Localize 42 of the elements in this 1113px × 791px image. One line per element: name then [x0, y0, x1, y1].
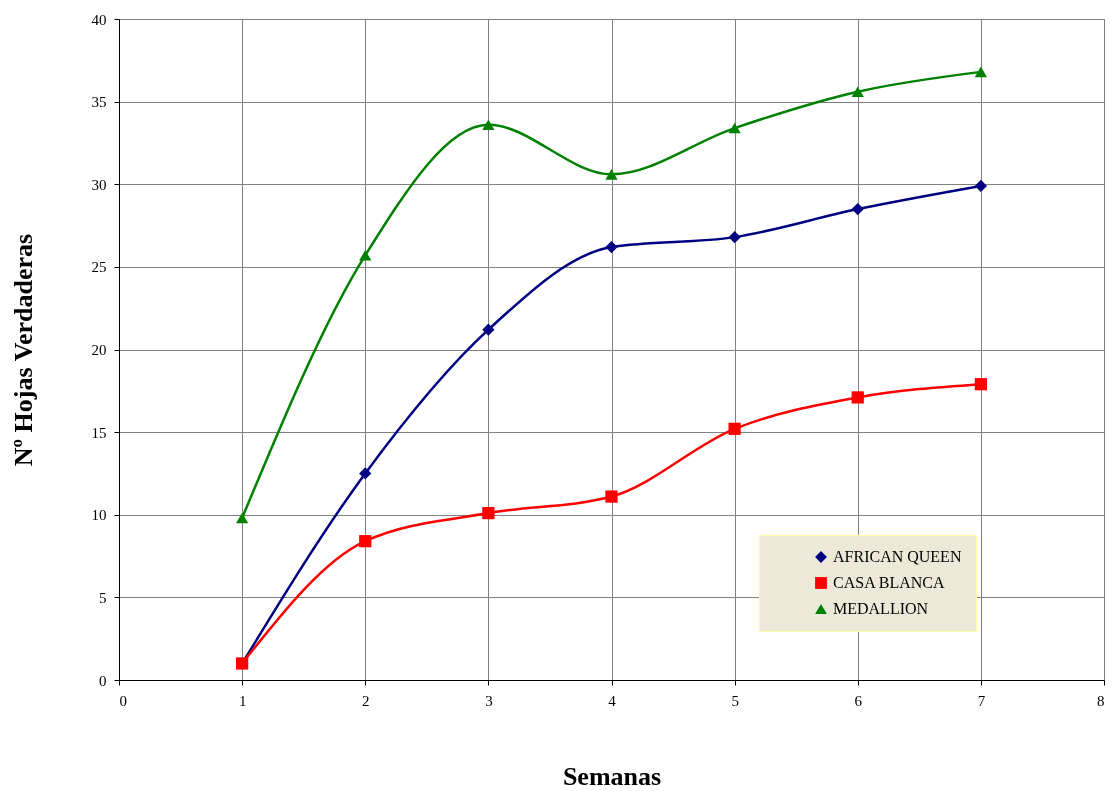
- y-tick-label: 10: [91, 507, 107, 524]
- y-tick-label: 15: [91, 424, 107, 441]
- legend-label: MEDALLION: [833, 600, 929, 617]
- point: [851, 391, 864, 404]
- point: [359, 250, 372, 261]
- x-tick-label: 5: [731, 692, 739, 709]
- y-tick-label: 0: [99, 672, 107, 689]
- y-tick-label: 30: [91, 176, 107, 193]
- point: [605, 169, 618, 180]
- x-tick-label: 3: [485, 692, 493, 709]
- y-tick-label: 40: [91, 11, 107, 28]
- point: [482, 323, 495, 336]
- x-axis-title: Semanas: [562, 761, 662, 791]
- point: [482, 119, 495, 131]
- point: [482, 506, 495, 520]
- y-axis-title: Nº Hojas Verdaderas: [8, 233, 38, 467]
- point: [974, 66, 987, 78]
- point: [359, 535, 372, 548]
- point: [974, 179, 987, 193]
- legend-label: AFRICAN QUEEN: [833, 548, 962, 565]
- point: [851, 202, 864, 216]
- point: [728, 422, 741, 435]
- point: [728, 231, 741, 244]
- y-tick-label: 20: [91, 342, 107, 358]
- point: [605, 490, 618, 503]
- point: [974, 378, 987, 391]
- y-tick-label: 35: [91, 94, 107, 111]
- y-tick-label: 25: [91, 259, 107, 276]
- y-tick-label: 5: [99, 589, 107, 606]
- point: [851, 86, 864, 98]
- point: [236, 512, 249, 524]
- legend-label: CASA BLANCA: [833, 574, 946, 591]
- x-tick-label: 6: [854, 692, 863, 709]
- x-tick-label: 8: [1097, 692, 1105, 709]
- x-tick-label: 7: [977, 692, 986, 709]
- point: [605, 240, 618, 254]
- x-tick-label: 4: [608, 692, 617, 709]
- point: [359, 467, 372, 480]
- point: [728, 122, 741, 134]
- x-tick-label: 0: [119, 692, 127, 709]
- x-tick-label: 1: [238, 692, 247, 709]
- x-tick-label: 2: [362, 692, 370, 709]
